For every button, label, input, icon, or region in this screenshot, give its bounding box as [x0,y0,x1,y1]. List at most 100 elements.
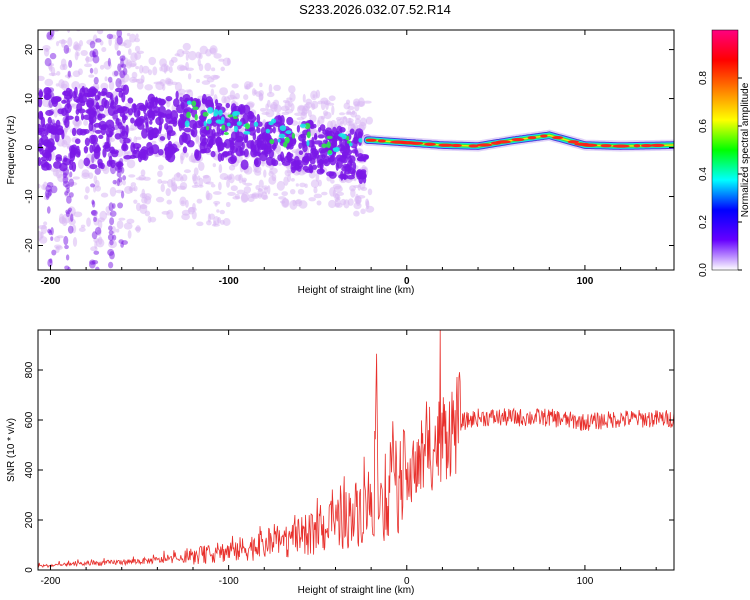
spectrogram-y-tick-label: -10 [24,189,35,204]
spectrogram-speckle [67,37,73,48]
spectrogram-speckle [43,221,48,226]
spectrogram-streak [50,236,54,241]
spectrogram-speckle [238,173,243,184]
spectrogram-speckle [167,178,174,188]
spectrogram-y-tick-label: 0 [24,144,35,150]
spectrogram-blob [209,137,214,147]
spectrogram-speckle [86,217,91,227]
spectrogram-speckle [38,230,43,241]
spectrogram-speckle [54,236,61,243]
spectrogram-speckle [134,226,141,231]
spectrogram-speckle [196,78,201,84]
spectrogram-blob [256,113,261,124]
spectrogram-streak [62,175,69,184]
spectrogram-blob [149,120,153,125]
spectrogram-blob [242,113,249,125]
spectrogram-streak [69,171,73,178]
spectrogram-blob [323,159,329,165]
spectrogram-blob [180,99,189,109]
spectrogram-speckle [78,227,86,233]
spectrogram-streak [91,259,99,265]
spectrogram-streak [117,202,124,209]
spectrogram-blob [149,134,154,141]
spectrogram-speckle [334,193,339,203]
spectrogram-speckle [307,109,312,118]
spectrogram-hotspot [213,113,218,117]
spectrogram-blob [293,165,302,170]
spectrogram-blob [288,153,294,158]
spectrogram-speckle [153,81,163,85]
spectrogram-blob [326,171,335,177]
spectrogram-speckle [258,179,264,188]
spectrogram-blob [153,106,160,114]
spectrogram-hotspot [186,111,191,119]
spectrogram-speckle [311,103,316,110]
spectrogram-speckle [328,95,336,102]
spectrogram-speckle [118,21,127,29]
spectrogram-speckle [294,199,302,205]
spectrogram-streak [65,254,70,261]
spectrogram-speckle [77,159,85,170]
spectrogram-x-label: Height of straight line (km) [298,285,415,296]
spectrogram-speckle [218,181,222,191]
spectrogram-streak [63,235,69,246]
spectrogram-speckle [180,155,184,165]
spectrogram-hotspot [349,142,353,147]
spectrogram-hotspot [265,128,270,134]
spectrogram-blob [247,110,255,120]
spectrogram-blob [115,108,125,114]
spectrogram-streak [110,130,115,136]
spectrogram-speckle [288,85,296,94]
spectrogram-streak [114,118,122,127]
spectrogram-blob [179,113,185,118]
spectrogram-blob [227,156,237,165]
spectrogram-hotspot [277,138,281,143]
spectrogram-streak [93,76,99,85]
spectrogram-speckle [227,191,236,196]
spectrogram-speckle [38,225,47,230]
spectrogram-speckle [126,159,136,169]
spectrogram-hotspot [243,130,251,135]
spectrogram-speckle [131,16,138,20]
spectrogram-speckle [133,185,138,192]
spectrogram-blob [154,97,159,103]
spectrogram-hotspot [321,143,328,148]
spectrogram-speckle [210,67,216,72]
snr-panel: -200 -100 0 100 0 200 400 600 800 Height of str… [6,329,675,596]
spectrogram-hotspot [338,133,346,138]
spectrogram-blob [338,174,347,180]
spectrogram-x-tick-label: 0 [404,276,410,287]
spectrogram-speckle [129,185,134,193]
spectrogram-blob [296,125,301,133]
spectrogram-blob [159,136,166,141]
spectrogram-speckle [197,175,201,181]
spectrogram-speckle [208,213,215,220]
spectrogram-streak [94,109,101,120]
spectrogram-hotspot [304,122,311,130]
spectrogram-blob [250,139,255,151]
spectrogram-marks [38,16,674,270]
spectrogram-streak [65,211,70,218]
spectrogram-streak [108,230,114,235]
spectrogram-speckle [353,184,360,188]
spectrogram-ridge-core [540,134,548,138]
spectrogram-speckle [116,220,124,230]
spectrogram-speckle [129,127,135,132]
spectrogram-speckle [227,94,236,100]
spectrogram-streak [116,35,123,45]
spectrogram-streak [107,57,111,67]
spectrogram-streak [49,52,57,60]
spectrogram-blob [38,138,44,146]
spectrogram-speckle [272,99,280,107]
spectrogram-hotspot [358,137,363,143]
spectrogram-speckle [350,188,356,198]
spectrogram-hotspot [206,118,212,125]
spectrogram-speckle [162,84,166,91]
spectrogram-speckle [135,136,142,140]
spectrogram-blob [321,154,326,159]
colorbar-tick-label: 0.6 [698,119,709,133]
spectrogram-blob [51,98,58,108]
spectrogram-blob [335,162,339,171]
spectrogram-speckle [360,208,366,215]
spectrogram-blob [340,141,350,150]
